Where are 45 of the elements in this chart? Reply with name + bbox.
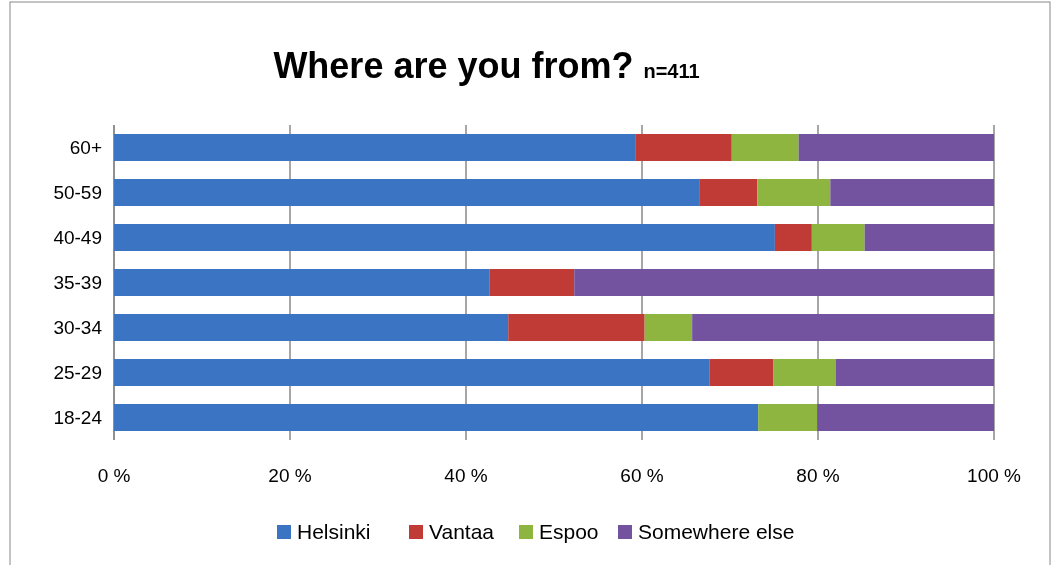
legend-label: Somewhere else (638, 520, 795, 544)
bar (114, 224, 775, 251)
bar (811, 224, 865, 251)
bar (574, 269, 994, 296)
bar (798, 134, 994, 161)
y-tick-label: 18-24 (53, 407, 103, 429)
x-tick-label: 0 % (97, 465, 131, 486)
bar (114, 269, 490, 296)
bar (699, 179, 758, 206)
y-tick-label: 50-59 (53, 182, 102, 204)
x-tick-label: 80 % (796, 465, 840, 486)
legend-label: Helsinki (297, 520, 371, 544)
x-tick-label: 40 % (444, 465, 488, 486)
legend-label: Vantaa (429, 520, 495, 544)
bar (489, 269, 575, 296)
bar (757, 179, 831, 206)
bar (692, 314, 994, 341)
bar (114, 179, 700, 206)
bar (114, 134, 636, 161)
bar (114, 314, 509, 341)
bar (758, 404, 818, 431)
bar (817, 404, 994, 431)
bar (731, 134, 799, 161)
chart-title: Where are you from? (273, 45, 634, 86)
bar (773, 359, 836, 386)
bar (508, 314, 645, 341)
x-tick-label: 20 % (268, 465, 312, 486)
y-tick-label: 35-39 (53, 272, 102, 294)
bar (644, 314, 693, 341)
bar (114, 359, 710, 386)
bar (835, 359, 994, 386)
y-tick-label: 60+ (69, 137, 102, 159)
bar (114, 404, 759, 431)
y-tick-label: 40-49 (53, 227, 102, 249)
bar (774, 224, 812, 251)
legend-label: Espoo (539, 520, 599, 544)
bar (830, 179, 994, 206)
y-tick-label: 25-29 (53, 362, 102, 384)
x-tick-label: 100 % (967, 465, 1022, 486)
chart-subtitle: n=411 (643, 60, 700, 82)
bar (709, 359, 774, 386)
bar (635, 134, 732, 161)
y-tick-label: 30-34 (53, 317, 103, 339)
x-tick-label: 60 % (620, 465, 664, 486)
bar (864, 224, 994, 251)
